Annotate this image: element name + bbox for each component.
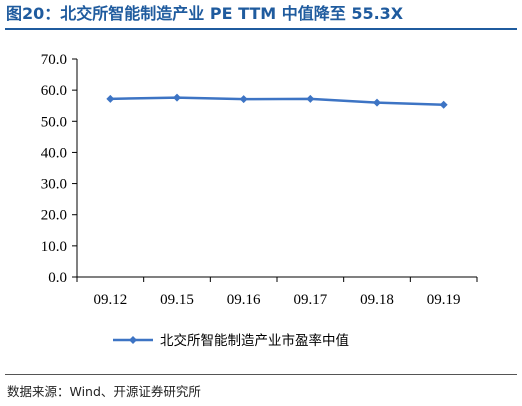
y-tick-label: 40.0 <box>41 145 67 161</box>
x-tick-label: 09.16 <box>227 292 261 308</box>
y-axis: 0.0 10.0 20.0 30.0 40.0 50.0 60.0 70.0 <box>41 52 78 286</box>
x-axis: 09.12 09.15 09.16 09.17 09.18 09.19 <box>76 276 478 308</box>
title-rule <box>5 28 517 30</box>
source-note: 数据来源：Wind、开源证券研究所 <box>7 384 201 399</box>
data-point <box>373 98 381 107</box>
data-point <box>439 100 448 109</box>
series-group <box>106 93 448 109</box>
legend: 北交所智能制造产业市盈率中值 <box>113 332 349 349</box>
y-tick-label: 70.0 <box>41 52 67 68</box>
x-tick-label: 09.18 <box>360 292 394 308</box>
data-point <box>306 94 315 103</box>
figure-title: 图20：北交所智能制造产业 PE TTM 中值降至 55.3X <box>6 4 404 23</box>
series-line <box>110 96 444 107</box>
y-tick-label: 30.0 <box>41 177 67 193</box>
x-tick-label: 09.12 <box>93 292 127 308</box>
legend-marker <box>129 336 137 344</box>
legend-label: 北交所智能制造产业市盈率中值 <box>160 332 349 349</box>
y-tick-label: 50.0 <box>41 114 67 130</box>
y-tick-label: 20.0 <box>41 208 67 224</box>
y-tick-label: 10.0 <box>41 239 67 255</box>
x-tick-label: 09.15 <box>160 292 194 308</box>
x-tick-label: 09.17 <box>293 292 327 308</box>
y-tick-label: 60.0 <box>41 83 67 99</box>
data-point <box>239 95 248 104</box>
data-point <box>106 94 115 103</box>
data-point <box>173 93 181 102</box>
x-tick-label: 09.19 <box>427 292 461 308</box>
source-rule <box>5 374 517 375</box>
y-tick-label: 0.0 <box>48 270 67 286</box>
